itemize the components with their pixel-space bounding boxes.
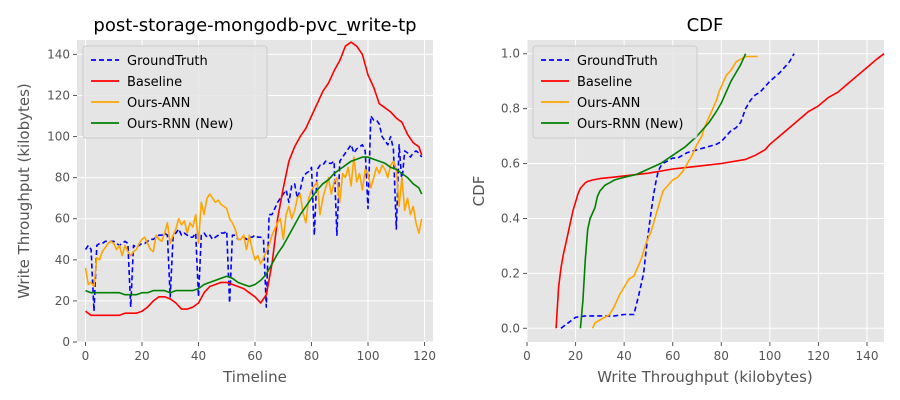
series-line-ours-ann <box>591 55 758 329</box>
x-tick-label: 40 <box>191 349 206 363</box>
left-tick-labels: 0 20 40 60 80 100 120 0 20 40 60 80 100 120 140 <box>47 47 436 363</box>
y-tick-label: 40 <box>55 253 70 267</box>
x-tick-label: 100 <box>758 349 781 363</box>
legend-entry-label: GroundTruth <box>577 54 658 69</box>
legend-entry-label: Baseline <box>577 75 632 90</box>
left-series-lines <box>84 41 423 317</box>
x-tick-label: 60 <box>247 349 262 363</box>
x-tick-label: 40 <box>617 349 632 363</box>
series-line-groundtruth <box>560 53 795 329</box>
y-tick-label: 0 <box>62 335 70 349</box>
x-tick-label: 80 <box>304 349 319 363</box>
x-tick-label: 0 <box>523 349 531 363</box>
y-tick-label: 100 <box>47 130 70 144</box>
x-tick-label: 20 <box>134 349 149 363</box>
legend-entry-label: GroundTruth <box>127 54 208 69</box>
y-tick-label: 0.6 <box>501 157 520 171</box>
x-tick-label: 20 <box>568 349 583 363</box>
left-x-axis-label: Timeline <box>222 368 287 386</box>
legend-entry-label: Baseline <box>127 75 182 90</box>
series-line-ours-rnn-new <box>85 156 423 296</box>
legend-box <box>532 45 698 139</box>
y-tick-label: 80 <box>55 171 70 185</box>
x-tick-label: 60 <box>665 349 680 363</box>
y-tick-label: 0.0 <box>501 321 520 335</box>
x-tick-label: 100 <box>357 349 380 363</box>
y-tick-label: 1.0 <box>501 47 520 61</box>
y-tick-label: 0.4 <box>501 211 520 225</box>
left-chart-title: post-storage-mongodb-pvc_write-tp <box>93 15 416 36</box>
x-tick-label: 120 <box>413 349 436 363</box>
y-tick-label: 120 <box>47 88 70 102</box>
y-tick-label: 140 <box>47 47 70 61</box>
legend-box <box>82 45 268 139</box>
y-tick-label: 60 <box>55 212 70 226</box>
y-tick-label: 0.8 <box>501 102 520 116</box>
right-chart-title: CDF <box>687 15 724 36</box>
y-tick-label: 0.2 <box>501 266 520 280</box>
right-series-lines <box>555 53 885 329</box>
series-line-ours-rnn-new <box>579 53 747 329</box>
x-tick-label: 0 <box>82 349 90 363</box>
series-line-groundtruth <box>84 115 423 313</box>
series-line-baseline <box>85 41 423 317</box>
right-x-axis-label: Write Throughput (kilobytes) <box>597 368 813 386</box>
x-tick-label: 140 <box>856 349 879 363</box>
left-chart-panel: post-storage-mongodb-pvc_write-tp 0 20 40 6… <box>15 15 436 386</box>
legend-entry-label: Ours-ANN <box>127 96 190 111</box>
y-tick-label: 20 <box>55 294 70 308</box>
left-legend: GroundTruth Baseline Ours-ANN Ours-RNN (New… <box>82 45 268 139</box>
series-line-baseline <box>555 53 885 329</box>
legend-entry-label: Ours-RNN (New) <box>577 117 683 132</box>
legend-entry-label: Ours-RNN (New) <box>127 117 233 132</box>
x-tick-label: 80 <box>714 349 729 363</box>
series-line-ours-ann <box>84 156 423 288</box>
right-chart-panel: CDF 0 20 40 60 80 100 120 140 0.0 0.2 0.4 0.6 0.8 1.0… <box>470 15 885 386</box>
right-legend: GroundTruth Baseline Ours-ANN Ours-RNN (New… <box>532 45 698 139</box>
x-tick-label: 120 <box>807 349 830 363</box>
left-y-axis-label: Write Throughput (kilobytes) <box>15 83 33 299</box>
right-tick-labels: 0 20 40 60 80 100 120 140 0.0 0.2 0.4 0.6 0.8 1.0 <box>501 47 879 363</box>
legend-entry-label: Ours-ANN <box>577 96 640 111</box>
right-y-axis-label: CDF <box>470 176 488 207</box>
